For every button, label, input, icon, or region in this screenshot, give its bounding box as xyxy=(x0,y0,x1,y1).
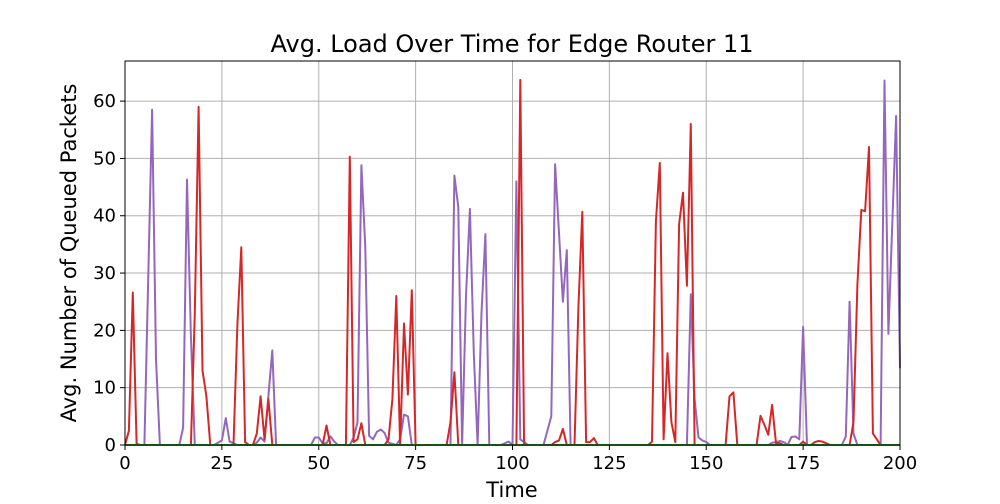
y-axis-label: Avg. Number of Queued Packets xyxy=(57,84,81,423)
y-tick-label: 0 xyxy=(105,435,116,456)
y-tick-label: 20 xyxy=(93,320,116,341)
x-tick-label: 50 xyxy=(307,453,330,474)
y-tick-label: 30 xyxy=(93,263,116,284)
x-tick-label: 200 xyxy=(883,453,917,474)
x-tick-label: 150 xyxy=(689,453,723,474)
x-tick-label: 0 xyxy=(119,453,130,474)
x-tick-label: 25 xyxy=(210,453,233,474)
y-tick-label: 10 xyxy=(93,378,116,399)
y-tick-label: 60 xyxy=(93,91,116,112)
x-tick-label: 75 xyxy=(404,453,427,474)
x-tick-label: 125 xyxy=(592,453,626,474)
chart-title: Avg. Load Over Time for Edge Router 11 xyxy=(271,30,754,58)
x-axis-label: Time xyxy=(485,478,537,500)
y-tick-label: 50 xyxy=(93,148,116,169)
y-tick-label: 40 xyxy=(93,206,116,227)
axis-ticks: 0 25 50 75 100 125 150 175 200 0 10 20 30 40 50 60 xyxy=(93,91,917,474)
x-tick-label: 100 xyxy=(495,453,529,474)
x-tick-label: 175 xyxy=(786,453,820,474)
